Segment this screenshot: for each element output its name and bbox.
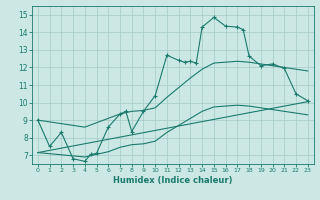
X-axis label: Humidex (Indice chaleur): Humidex (Indice chaleur) — [113, 176, 233, 185]
